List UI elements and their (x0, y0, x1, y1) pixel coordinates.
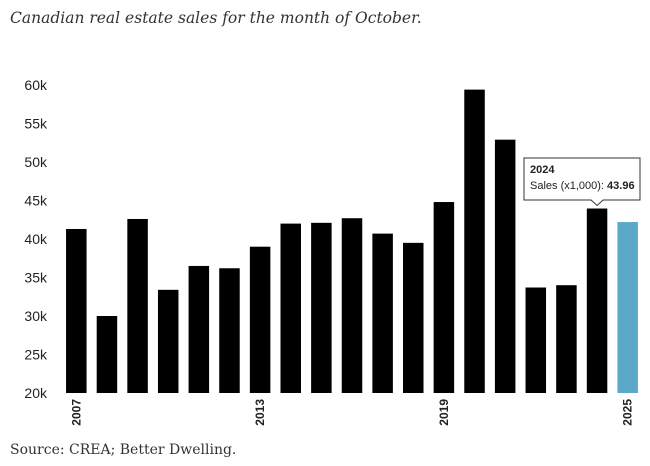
bar-2009[interactable] (127, 218, 148, 393)
bar-2025[interactable] (617, 222, 638, 393)
chart-subtitle: Canadian real estate sales for the month… (10, 9, 422, 27)
bar-2013[interactable] (249, 246, 271, 393)
tooltip-year: 2024 (530, 164, 555, 176)
tooltip: 2024 Sales (x1,000): 43.96 (523, 157, 641, 207)
y-tick-label: 30k (24, 308, 48, 324)
bar-2012[interactable] (219, 268, 240, 393)
x-tick-label: 2013 (253, 399, 267, 426)
tooltip-label: Sales (x1,000): (530, 180, 607, 192)
bar-2008[interactable] (96, 316, 118, 393)
bar-2018[interactable] (403, 242, 424, 393)
bars (66, 89, 638, 394)
tooltip-box (523, 157, 641, 207)
y-tick-label: 40k (24, 231, 48, 247)
bar-2023[interactable] (556, 285, 577, 393)
x-tick-label: 2019 (437, 399, 451, 426)
y-axis: 20k 25k 30k 35k 40k 45k 50k 55k 60k (24, 77, 48, 401)
source-note: Source: CREA; Better Dwelling. (10, 442, 237, 458)
bar-2007[interactable] (66, 228, 87, 393)
bar-2010[interactable] (157, 289, 179, 393)
y-tick-label: 35k (24, 270, 48, 286)
tooltip-line: Sales (x1,000): 43.96 (530, 180, 635, 192)
bar-2014[interactable] (280, 223, 301, 393)
y-tick-label: 55k (24, 116, 48, 132)
bar-2019[interactable] (433, 202, 455, 393)
bar-2011[interactable] (188, 265, 210, 393)
bar-2017[interactable] (372, 233, 393, 393)
y-tick-label: 20k (24, 385, 48, 401)
y-tick-label: 60k (24, 77, 48, 93)
bar-2020[interactable] (464, 89, 485, 394)
bar-2024[interactable] (586, 208, 608, 393)
x-tick-label: 2007 (69, 399, 83, 426)
bar-2015[interactable] (311, 222, 332, 393)
x-axis: 2007 2013 2019 2025 (69, 399, 634, 426)
x-tick-label: 2025 (621, 399, 635, 426)
tooltip-value: 43.96 (607, 180, 635, 192)
bar-2022[interactable] (525, 287, 547, 393)
y-tick-label: 45k (24, 193, 48, 209)
bar-2021[interactable] (494, 139, 516, 393)
y-tick-label: 25k (24, 347, 48, 363)
y-tick-label: 50k (24, 154, 48, 170)
bar-2016[interactable] (341, 218, 363, 393)
